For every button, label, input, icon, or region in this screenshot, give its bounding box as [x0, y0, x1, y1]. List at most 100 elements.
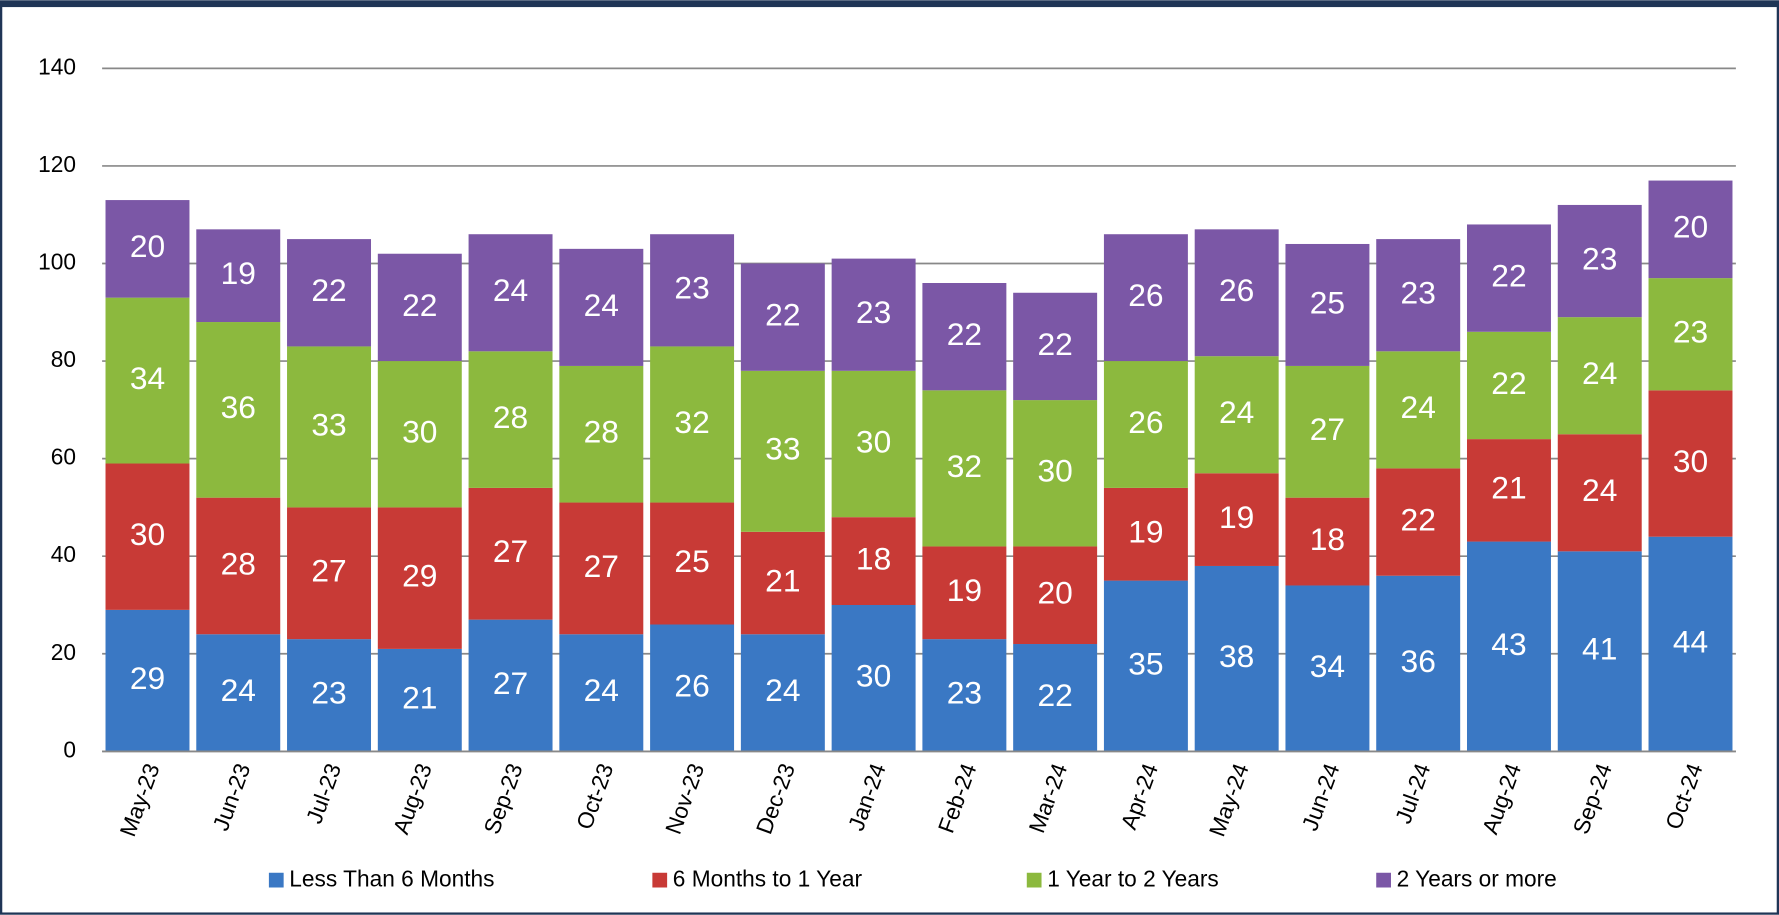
bar-segment [1648, 180, 1733, 279]
bar-segment [650, 234, 735, 347]
legend-label: Less Than 6 Months [289, 866, 494, 892]
bar-segment [1194, 229, 1279, 357]
bar-segment [377, 361, 462, 508]
data-label: 35 [1128, 645, 1163, 681]
data-label: 22 [1491, 258, 1526, 294]
bar-segment [196, 229, 281, 323]
bar-segment [1557, 317, 1642, 435]
bar-segment [1194, 565, 1279, 752]
bar-segment [1103, 580, 1188, 752]
data-label: 28 [221, 545, 256, 581]
data-label: 22 [1401, 501, 1436, 537]
data-label: 27 [311, 553, 346, 589]
x-tick-label: Sep-24 [1567, 760, 1616, 838]
bar-segment [740, 370, 825, 532]
data-label: 19 [221, 255, 256, 291]
data-label: 36 [221, 389, 256, 425]
data-label: 41 [1582, 631, 1617, 667]
x-tick-label: Oct-24 [1660, 760, 1708, 833]
bar-segment [922, 390, 1007, 547]
data-label: 23 [1401, 275, 1436, 311]
data-label: 22 [402, 287, 437, 323]
bar-segment [650, 624, 735, 752]
data-label: 26 [674, 667, 709, 703]
data-label: 30 [402, 414, 437, 450]
data-label: 23 [1673, 314, 1708, 350]
bar-segment [1557, 434, 1642, 552]
y-tick-label: 120 [38, 151, 76, 177]
bar-segment [1103, 234, 1188, 362]
data-label: 30 [856, 658, 891, 694]
bar-segment [1194, 473, 1279, 566]
bar-segment [468, 351, 553, 488]
data-label: 19 [1128, 514, 1163, 550]
bar-segment [105, 609, 190, 752]
data-label: 22 [765, 297, 800, 333]
bar-segment [1466, 439, 1551, 542]
data-label: 23 [856, 294, 891, 330]
bar-segment [831, 604, 916, 752]
data-label: 32 [674, 404, 709, 440]
bar-segment [105, 297, 190, 464]
bar-segment [287, 507, 372, 640]
data-label: 33 [765, 431, 800, 467]
data-label: 23 [947, 675, 982, 711]
bar-segment [105, 463, 190, 610]
bar-segment [287, 346, 372, 508]
data-label: 26 [1219, 272, 1254, 308]
bar-segment [377, 648, 462, 752]
bar-segment [740, 263, 825, 371]
bar-segment [831, 370, 916, 518]
data-label: 23 [311, 675, 346, 711]
data-label: 24 [1582, 355, 1617, 391]
bar-segment [1103, 487, 1188, 581]
bar-segment [468, 487, 553, 620]
y-tick-label: 40 [51, 541, 76, 567]
data-label: 29 [402, 558, 437, 594]
top-border [0, 0, 1779, 8]
bar-segment [287, 239, 372, 347]
bar-segment [105, 200, 190, 298]
bar-segment [922, 546, 1007, 640]
bar-segment [1285, 243, 1370, 366]
data-label: 19 [947, 572, 982, 608]
bar-segment [196, 322, 281, 498]
bar-segment [922, 639, 1007, 752]
bar-segment [650, 502, 735, 625]
bar-segment [1557, 204, 1642, 318]
bar-segment [1013, 292, 1098, 401]
y-tick-label: 80 [51, 346, 76, 372]
data-label: 18 [856, 540, 891, 576]
bar-segment [740, 531, 825, 635]
legend-swatch [268, 872, 284, 888]
data-label: 27 [493, 665, 528, 701]
bar-segment [831, 258, 916, 371]
bar-segment [559, 502, 644, 635]
bar-segment [287, 639, 372, 752]
data-label: 30 [1037, 453, 1072, 489]
data-label: 23 [1582, 240, 1617, 276]
data-label: 26 [1128, 404, 1163, 440]
data-label: 30 [130, 516, 165, 552]
data-label: 29 [130, 660, 165, 696]
bar-segment [1013, 644, 1098, 752]
data-label: 24 [584, 287, 619, 323]
bar-segment [559, 248, 644, 366]
data-label: 26 [1128, 277, 1163, 313]
bar-segment [1466, 331, 1551, 440]
bar-segment [1648, 278, 1733, 391]
legend-swatch [1376, 872, 1391, 888]
bar-segment [468, 234, 553, 352]
bar-segment [1013, 546, 1098, 645]
bar-segment [1376, 239, 1461, 352]
data-label: 27 [584, 548, 619, 584]
x-tick-label: Jul-24 [1390, 760, 1436, 827]
legend-swatch [1026, 872, 1042, 888]
data-label: 30 [1673, 443, 1708, 479]
data-label: 19 [1219, 499, 1254, 535]
bar-segment [831, 517, 916, 605]
legend-label: 1 Year to 2 Years [1047, 866, 1219, 892]
data-label: 24 [493, 272, 528, 308]
bar-segment [1013, 400, 1098, 547]
